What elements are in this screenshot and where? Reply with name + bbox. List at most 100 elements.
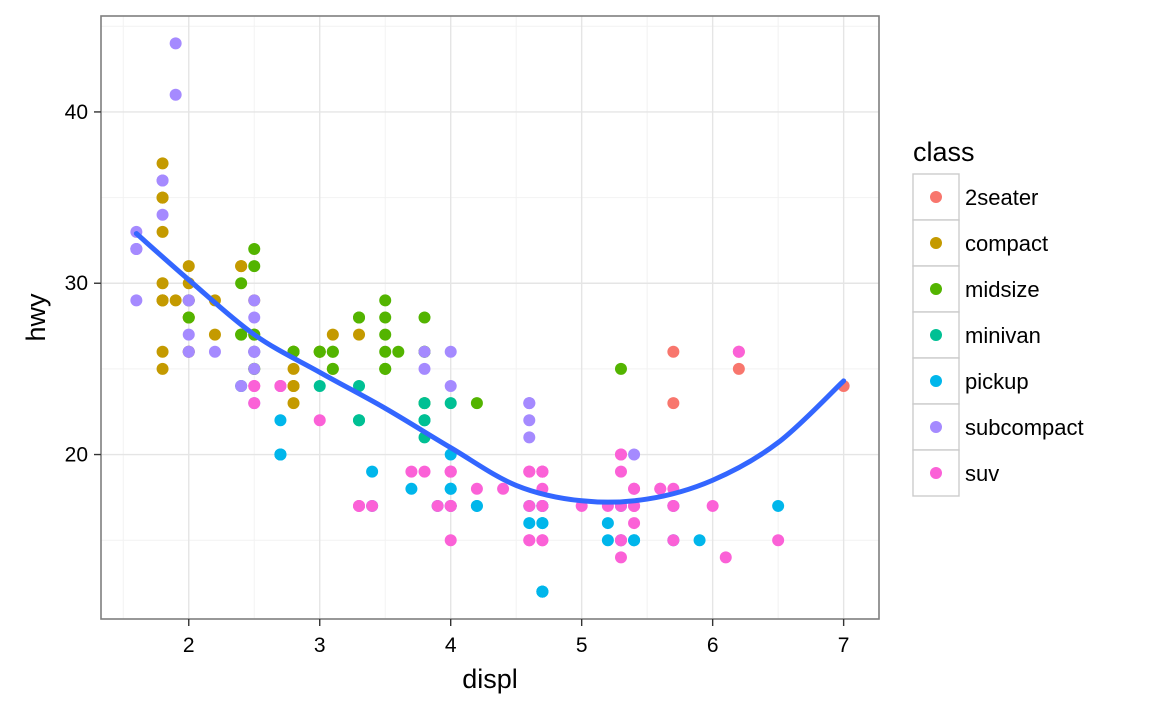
x-tick-label: 7 bbox=[838, 634, 850, 657]
point-subcompact bbox=[248, 311, 261, 324]
point-suv bbox=[614, 465, 627, 478]
point-pickup bbox=[536, 585, 549, 598]
point-midsize bbox=[392, 345, 405, 358]
point-suv bbox=[274, 380, 287, 393]
point-minivan bbox=[418, 414, 431, 427]
point-subcompact bbox=[156, 208, 169, 221]
point-midsize bbox=[248, 242, 261, 255]
point-subcompact bbox=[130, 294, 143, 307]
point-suv bbox=[248, 397, 261, 410]
point-subcompact bbox=[130, 242, 143, 255]
point-suv bbox=[654, 482, 667, 495]
point-compact bbox=[156, 157, 169, 170]
legend-key-midsize bbox=[930, 283, 942, 295]
legend-label-midsize: midsize bbox=[965, 277, 1040, 302]
point-suv bbox=[667, 499, 680, 512]
legend-key-minivan bbox=[930, 329, 942, 341]
point-pickup bbox=[601, 517, 614, 530]
legend-key-2seater bbox=[930, 191, 942, 203]
point-suv bbox=[772, 534, 785, 547]
legend: class 2seater compact midsize minivan pickup… bbox=[912, 137, 1084, 497]
point-suv bbox=[614, 551, 627, 564]
point-subcompact bbox=[208, 345, 221, 358]
legend-key-compact bbox=[930, 237, 942, 249]
point-suv bbox=[523, 465, 536, 478]
point-subcompact bbox=[418, 345, 431, 358]
point-midsize bbox=[379, 294, 392, 307]
legend-key-suv bbox=[930, 467, 942, 479]
point-compact bbox=[287, 397, 300, 410]
point-midsize bbox=[235, 328, 248, 341]
point-midsize bbox=[353, 311, 366, 324]
point-suv bbox=[444, 465, 457, 478]
point-suv bbox=[536, 499, 549, 512]
legend-label-2seater: 2seater bbox=[965, 185, 1038, 210]
point-midsize bbox=[235, 277, 248, 290]
point-compact bbox=[156, 362, 169, 375]
point-pickup bbox=[366, 465, 379, 478]
legend-entries: 2seater compact midsize minivan pickup subcom… bbox=[912, 173, 1084, 497]
point-suv bbox=[431, 499, 444, 512]
point-subcompact bbox=[418, 362, 431, 375]
point-suv bbox=[353, 499, 366, 512]
point-midsize bbox=[470, 397, 483, 410]
x-axis-title: displ bbox=[462, 664, 518, 694]
point-subcompact bbox=[156, 174, 169, 187]
point-suv bbox=[706, 499, 719, 512]
point-compact bbox=[156, 225, 169, 238]
point-suv bbox=[313, 414, 326, 427]
point-midsize bbox=[614, 362, 627, 375]
panel-background bbox=[101, 16, 879, 619]
point-midsize bbox=[326, 362, 339, 375]
x-tick-label: 3 bbox=[314, 634, 326, 657]
point-suv bbox=[418, 465, 431, 478]
point-pickup bbox=[628, 534, 641, 547]
point-suv bbox=[536, 534, 549, 547]
point-subcompact bbox=[628, 448, 641, 461]
point-suv bbox=[405, 465, 418, 478]
point-2seater bbox=[732, 362, 745, 375]
point-pickup bbox=[274, 414, 287, 427]
x-axis: 2 3 4 5 6 7 bbox=[183, 619, 850, 657]
point-midsize bbox=[248, 260, 261, 273]
point-2seater bbox=[667, 397, 680, 410]
point-compact bbox=[156, 345, 169, 358]
legend-label-subcompact: subcompact bbox=[965, 415, 1084, 440]
point-subcompact bbox=[523, 414, 536, 427]
legend-key-pickup bbox=[930, 375, 942, 387]
point-subcompact bbox=[169, 37, 182, 50]
point-compact bbox=[156, 294, 169, 307]
point-subcompact bbox=[444, 380, 457, 393]
legend-label-pickup: pickup bbox=[965, 369, 1029, 394]
point-pickup bbox=[693, 534, 706, 547]
point-subcompact bbox=[248, 294, 261, 307]
y-axis: 20 30 40 bbox=[65, 101, 101, 467]
point-midsize bbox=[379, 311, 392, 324]
point-pickup bbox=[536, 517, 549, 530]
point-compact bbox=[208, 328, 221, 341]
point-subcompact bbox=[182, 345, 195, 358]
point-suv bbox=[366, 499, 379, 512]
point-minivan bbox=[353, 380, 366, 393]
point-suv bbox=[614, 448, 627, 461]
y-tick-label: 20 bbox=[65, 444, 88, 467]
point-subcompact bbox=[523, 397, 536, 410]
point-pickup bbox=[444, 482, 457, 495]
point-subcompact bbox=[523, 431, 536, 444]
point-suv bbox=[470, 482, 483, 495]
legend-label-compact: compact bbox=[965, 231, 1048, 256]
y-axis-title: hwy bbox=[21, 293, 51, 342]
point-midsize bbox=[313, 345, 326, 358]
point-suv bbox=[614, 534, 627, 547]
point-pickup bbox=[470, 499, 483, 512]
smooth-trend-line bbox=[133, 231, 847, 505]
point-suv bbox=[667, 534, 680, 547]
point-subcompact bbox=[169, 88, 182, 101]
point-compact bbox=[156, 191, 169, 204]
legend-title: class bbox=[913, 137, 975, 167]
point-compact bbox=[156, 277, 169, 290]
point-midsize bbox=[379, 362, 392, 375]
point-compact bbox=[235, 260, 248, 273]
point-minivan bbox=[313, 380, 326, 393]
